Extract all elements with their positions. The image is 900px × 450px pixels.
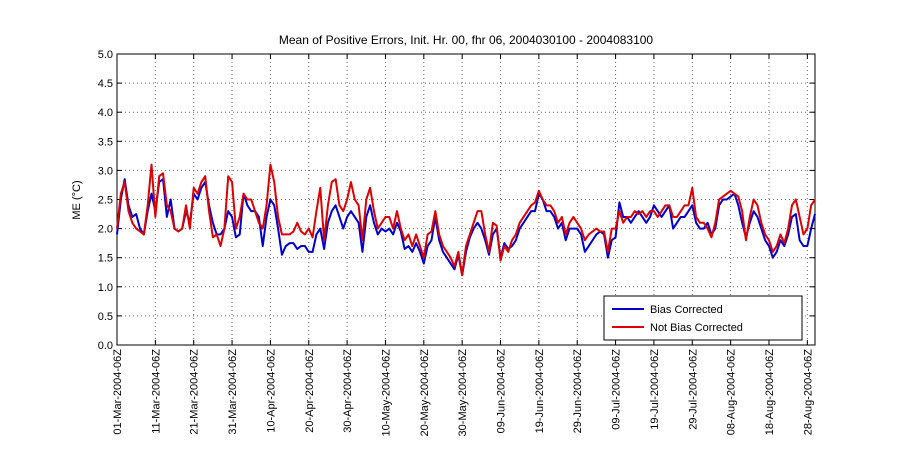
y-tick-label: 1.5 <box>98 253 113 265</box>
x-tick-label: 21-Mar-2004-06Z <box>189 349 201 435</box>
x-tick-label: 20-Apr-2004-06Z <box>304 349 316 433</box>
x-tick-label: 01-Mar-2004-06Z <box>112 349 124 435</box>
y-tick-label: 3.5 <box>98 136 113 148</box>
x-tick-label: 10-May-2004-06Z <box>380 349 392 437</box>
y-tick-label: 4.5 <box>98 78 113 90</box>
x-tick-label: 11-Mar-2004-06Z <box>150 349 162 434</box>
y-axis-label: ME (°C) <box>71 180 83 219</box>
legend-label: Not Bias Corrected <box>650 322 743 334</box>
chart-title: Mean of Positive Errors, Init. Hr. 00, f… <box>279 33 654 47</box>
y-tick-label: 2.5 <box>98 195 113 207</box>
x-tick-label: 09-Jul-2004-06Z <box>611 349 623 430</box>
x-tick-label: 08-Aug-2004-06Z <box>726 349 738 436</box>
x-tick-label: 19-Jun-2004-06Z <box>534 349 546 434</box>
y-tick-label: 2.0 <box>98 224 113 236</box>
y-tick-label: 3.0 <box>98 165 113 177</box>
legend: Bias Corrected Not Bias Corrected <box>603 295 803 341</box>
x-tick-label: 29-Jul-2004-06Z <box>687 349 699 430</box>
y-tick-label: 4.0 <box>98 107 113 119</box>
y-tick-label: 1.0 <box>98 282 113 294</box>
x-tick-label: 30-Apr-2004-06Z <box>342 349 354 433</box>
x-tick-label: 09-Jun-2004-06Z <box>496 349 508 434</box>
x-tick-label: 19-Jul-2004-06Z <box>649 349 661 430</box>
legend-label: Bias Corrected <box>650 304 723 316</box>
x-tick-label: 18-Aug-2004-06Z <box>764 349 776 436</box>
x-tick-label: 29-Jun-2004-06Z <box>572 349 584 434</box>
x-tick-label: 20-May-2004-06Z <box>419 349 431 437</box>
legend-box <box>603 295 803 341</box>
x-tick-label: 28-Aug-2004-06Z <box>802 349 814 436</box>
series-line <box>116 163 816 277</box>
y-tick-label: 0.5 <box>98 311 113 323</box>
y-tick-label: 0.0 <box>98 340 113 352</box>
y-tick-label: 5.0 <box>98 49 113 61</box>
x-tick-label: 10-Apr-2004-06Z <box>265 349 277 433</box>
x-tick-label: 31-Mar-2004-06Z <box>227 349 239 435</box>
x-tick-label: 30-May-2004-06Z <box>457 349 469 437</box>
